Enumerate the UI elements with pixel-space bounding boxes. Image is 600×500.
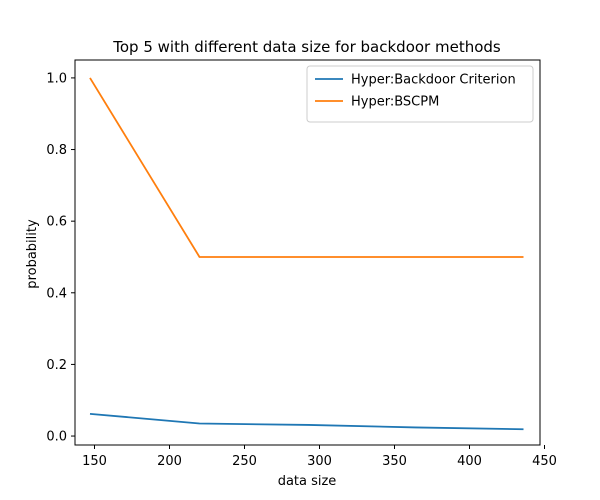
chart-title: Top 5 with different data size for backd… [112, 38, 501, 56]
x-tick-label-2: 250 [232, 454, 257, 469]
y-tick-label-1: 0.2 [46, 358, 67, 373]
y-tick-label-3: 0.6 [46, 215, 67, 230]
y-tick-label-0: 0.0 [46, 430, 67, 445]
x-tick-label-4: 350 [382, 454, 407, 469]
x-tick-label-0: 150 [82, 454, 107, 469]
legend-label-0: Hyper:Backdoor Criterion [351, 73, 516, 88]
x-tick-label-3: 300 [307, 454, 332, 469]
x-tick-label-5: 400 [457, 454, 482, 469]
y-tick-label-5: 1.0 [46, 71, 67, 86]
y-tick-label-2: 0.4 [46, 286, 67, 301]
legend: Hyper:Backdoor Criterion Hyper:BSCPM [306, 65, 534, 123]
legend-label-1: Hyper:BSCPM [351, 95, 439, 110]
series-line-1 [89, 77, 524, 258]
y-tick-label-4: 0.8 [46, 143, 67, 158]
plot-area: 150 200 250 300 350 400 450 0.0 0.2 0.4 0.6 0.8 1.0 [46, 59, 557, 469]
series-line-0 [89, 412, 524, 431]
plot-frame [74, 59, 541, 446]
y-axis-label: probability [25, 219, 40, 289]
legend-box [306, 65, 534, 123]
x-axis-label: data size [278, 474, 337, 489]
x-tick-label-6: 450 [532, 454, 557, 469]
x-tick-label-1: 200 [157, 454, 182, 469]
